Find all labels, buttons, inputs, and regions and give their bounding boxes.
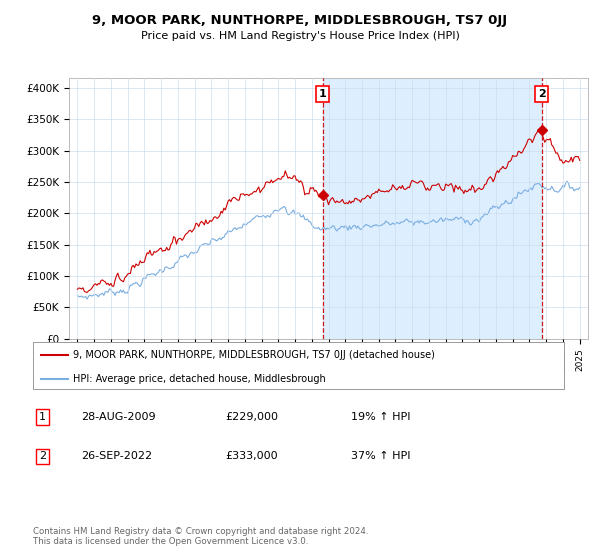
Text: 9, MOOR PARK, NUNTHORPE, MIDDLESBROUGH, TS7 0JJ: 9, MOOR PARK, NUNTHORPE, MIDDLESBROUGH, …: [92, 14, 508, 27]
Text: 2: 2: [538, 89, 545, 99]
Bar: [323, 78, 542, 339]
Text: 1: 1: [319, 89, 326, 99]
Text: 2: 2: [39, 451, 46, 461]
Text: £229,000: £229,000: [225, 412, 278, 422]
Text: HPI: Average price, detached house, Middlesbrough: HPI: Average price, detached house, Midd…: [73, 374, 326, 384]
Text: 19% ↑ HPI: 19% ↑ HPI: [351, 412, 410, 422]
Text: £333,000: £333,000: [225, 451, 278, 461]
Text: Price paid vs. HM Land Registry's House Price Index (HPI): Price paid vs. HM Land Registry's House …: [140, 31, 460, 41]
Text: Contains HM Land Registry data © Crown copyright and database right 2024.
This d: Contains HM Land Registry data © Crown c…: [33, 526, 368, 546]
Text: 28-AUG-2009: 28-AUG-2009: [81, 412, 155, 422]
Text: 1: 1: [39, 412, 46, 422]
Text: 37% ↑ HPI: 37% ↑ HPI: [351, 451, 410, 461]
Text: 26-SEP-2022: 26-SEP-2022: [81, 451, 152, 461]
Text: 9, MOOR PARK, NUNTHORPE, MIDDLESBROUGH, TS7 0JJ (detached house): 9, MOOR PARK, NUNTHORPE, MIDDLESBROUGH, …: [73, 350, 434, 360]
